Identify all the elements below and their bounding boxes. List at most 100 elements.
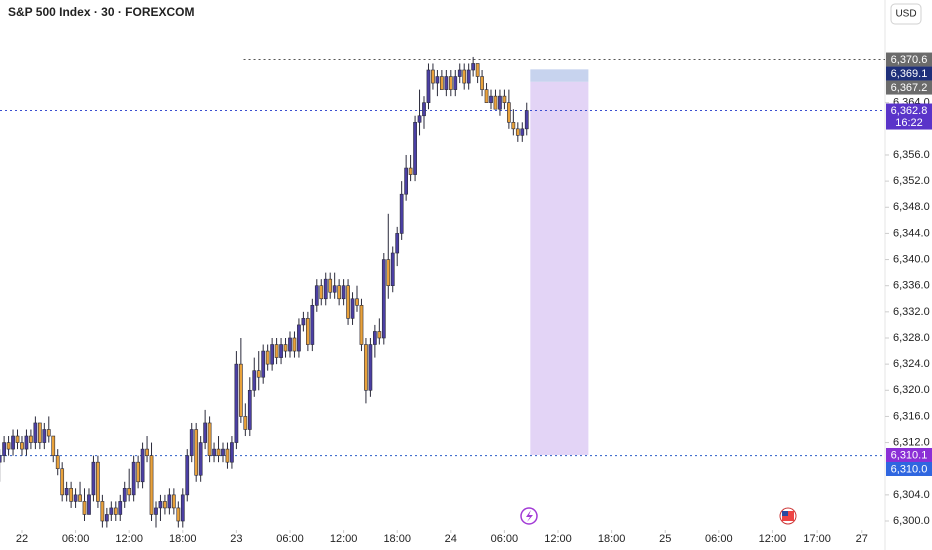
candle-body [515,128,520,136]
x-tick-label: 06:00 [276,533,304,545]
candle-body [64,488,69,496]
y-tick-label: 6,348.0 [893,201,930,213]
candle-body [444,76,449,90]
candle-body [507,102,511,123]
candle-body [292,337,297,352]
candle-body [279,344,283,358]
candle-body [127,488,132,496]
price-label-box [886,103,932,130]
candle-body [381,259,386,339]
y-tick-label: 6,352.0 [893,175,930,187]
candle-body [51,435,56,456]
candle-body [11,435,15,450]
candle-body [332,285,337,293]
x-tick-label: 18:00 [169,533,197,545]
candle-body [502,95,507,103]
currency-label: USD [895,9,916,20]
candle-body [185,455,190,496]
x-tick-label: 24 [445,533,457,545]
x-tick-label: 22 [16,533,28,545]
candle-body [265,350,270,365]
y-tick-label: 6,300.0 [893,515,930,527]
candle-body [91,461,96,496]
y-tick-label: 6,328.0 [893,332,930,344]
candle-body [122,488,127,502]
candle-body [337,285,341,300]
candle-body [145,448,149,456]
candle-body [154,507,158,515]
candle-body [440,76,444,90]
event-icon-bolt [526,510,533,522]
x-tick-label: 23 [230,533,242,545]
candle-body [283,344,288,352]
candle-body [140,448,145,483]
candle-body [368,344,373,391]
candle-body [448,76,453,90]
event-icon[interactable] [520,507,538,525]
candle-body [466,69,471,84]
price-label: 6,370.6 [891,54,928,66]
y-tick-label: 6,340.0 [893,253,930,265]
y-tick-label: 6,304.0 [893,489,930,501]
candle-body [60,468,65,496]
candle-body [270,344,274,365]
candle-body [82,501,87,515]
candle-body [408,167,413,175]
candle-body [113,507,118,515]
candle-body [230,442,234,463]
y-tick-label: 6,312.0 [893,436,930,448]
candle-body [341,285,346,300]
candle-body [350,298,355,319]
price-label-box [886,461,932,476]
chart-title: S&P 500 Index · 30 · FOREXCOM [8,5,195,19]
candle-body [20,442,24,450]
candle-body [221,448,225,456]
candle-body [377,331,382,339]
candle-body [194,429,199,476]
candle-body [207,422,212,456]
candle-body [55,455,60,470]
x-tick-label: 27 [856,533,868,545]
candle-body [310,305,315,345]
candle-body [29,435,33,443]
price-label-box [886,80,932,95]
candle-body [149,455,154,515]
candle-body [399,193,404,234]
candle-body [46,429,51,437]
position-stop-zone [530,81,589,455]
flag-icon[interactable] [779,507,797,525]
currency-button[interactable] [890,3,922,25]
candle-body [131,461,136,496]
candle-body [323,278,328,300]
y-tick-label: 6,316.0 [893,410,930,422]
price-label: 6,369.1 [891,68,928,80]
candle-body [252,370,257,391]
candle-body [422,102,426,117]
candle-body [238,363,243,417]
y-tick-label: 6,356.0 [893,149,930,161]
candle-body [489,95,493,103]
candle-body [163,501,167,509]
candle-body [426,69,431,103]
candle-body [78,494,82,502]
price-label: 6,362.8 [891,105,928,117]
price-label-box [886,66,932,81]
x-tick-label: 12:00 [330,533,358,545]
x-tick-label: 18:00 [383,533,411,545]
candle-body [100,501,105,522]
candle-body [189,429,194,456]
candle-body [395,233,400,254]
candle-body [493,95,498,110]
candle-body [520,128,525,136]
candle-body [471,63,476,71]
candle-body [306,318,310,345]
x-tick-label: 12:00 [115,533,143,545]
candle-body [69,488,73,502]
y-tick-label: 6,336.0 [893,280,930,292]
candle-body [243,416,248,430]
candle-body [96,461,100,502]
candle-body [225,448,230,463]
candle-body [453,76,458,90]
candle-body [2,442,6,456]
